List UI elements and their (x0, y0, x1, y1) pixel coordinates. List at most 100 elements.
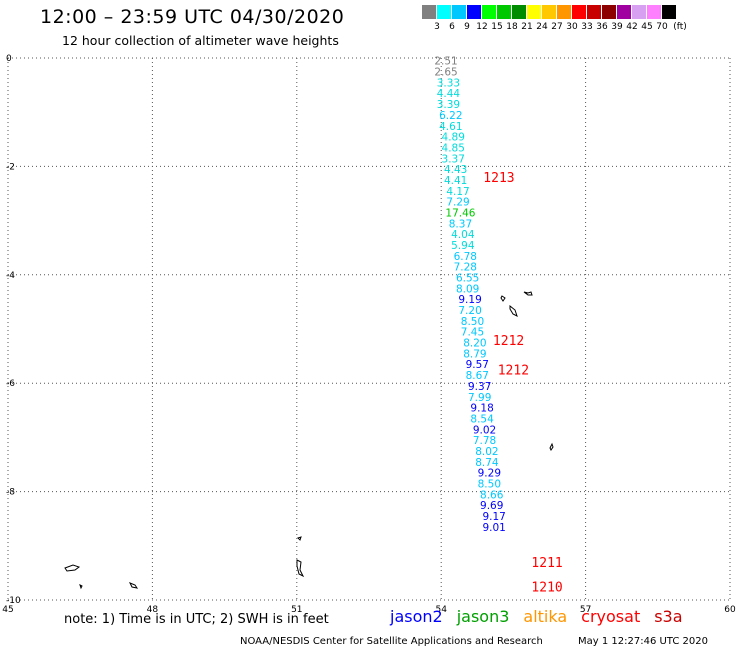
satellite-legend: jason2 jason3 altika cryosat s3a (390, 607, 697, 626)
wave-height-point: 7.20 (458, 305, 481, 317)
scale-unit-label: (ft) (673, 22, 687, 32)
wave-height-point: 3.33 (437, 77, 460, 89)
wave-height-point: 2.51 (434, 56, 457, 68)
scale-label: 36 (596, 22, 608, 32)
wave-height-point: 6.78 (454, 251, 477, 263)
scale-label: 45 (641, 22, 653, 32)
wave-height-point: 9.17 (482, 511, 505, 523)
wave-height-point: 9.01 (482, 522, 505, 534)
wave-height-point: 4.85 (442, 142, 465, 154)
scale-label: 33 (581, 22, 593, 32)
wave-height-point: 4.89 (442, 132, 465, 144)
scale-swatch (437, 5, 452, 19)
wave-height-point: 7.29 (446, 197, 469, 209)
legend-item-jason3: jason3 (456, 607, 510, 626)
units-note: note: 1) Time is in UTC; 2) SWH is in fe… (64, 612, 329, 627)
wave-height-point: 8.09 (456, 283, 479, 295)
wave-height-point: 6.55 (456, 273, 479, 285)
wave-height-point: 8.54 (470, 413, 494, 425)
wave-height-point: 9.69 (480, 500, 503, 512)
island-outline (79, 584, 83, 590)
wave-height-point: 17.46 (445, 207, 475, 219)
scale-swatch (422, 5, 437, 19)
wave-height-point: 7.28 (454, 262, 477, 274)
scale-label: 21 (521, 22, 533, 32)
scale-swatch (542, 5, 557, 19)
wave-height-point: 4.44 (437, 88, 461, 100)
time-annotation: 1211 (531, 556, 562, 571)
generated-timestamp: May 1 12:27:46 UTC 2020 (578, 636, 708, 647)
legend-item-jason2: jason2 (390, 607, 443, 626)
time-annotation: 1212 (493, 334, 524, 349)
x-tick-label: 51 (291, 605, 302, 615)
wave-height-point: 8.67 (466, 370, 489, 382)
y-tick-label: 0 (6, 54, 12, 64)
scale-label: 27 (551, 22, 563, 32)
y-tick-label: -8 (6, 488, 15, 498)
scale-swatch (602, 5, 617, 19)
scale-label: 6 (449, 22, 455, 32)
y-tick-label: -4 (6, 271, 15, 281)
y-tick-label: -10 (6, 596, 21, 606)
wave-height-point: 9.37 (468, 381, 491, 393)
island-outline (128, 582, 139, 589)
scale-label: 24 (536, 22, 548, 32)
island-outline (500, 295, 506, 302)
wave-height-point: 8.50 (461, 316, 484, 328)
scale-swatch (632, 5, 647, 19)
scale-swatch (647, 5, 662, 19)
wave-height-point: 9.29 (478, 468, 501, 480)
wave-height-point: 7.78 (473, 435, 496, 447)
wave-height-point: 8.50 (478, 478, 501, 490)
scale-label: 30 (566, 22, 578, 32)
time-annotation: 1212 (498, 364, 529, 379)
x-tick-label: 60 (724, 605, 736, 615)
legend-item-cryosat: cryosat (581, 607, 641, 626)
wave-height-point: 4.43 (444, 164, 467, 176)
wave-height-point: 6.22 (439, 110, 462, 122)
wave-height-point: 8.20 (463, 338, 486, 350)
scale-swatch (572, 5, 587, 19)
x-tick-label: 45 (2, 605, 13, 615)
scale-label: 3 (434, 22, 440, 32)
chart-subtitle: 12 hour collection of altimeter wave hei… (62, 33, 339, 48)
wave-height-point: 3.39 (437, 99, 460, 111)
island-outline (64, 564, 81, 572)
scale-swatch (557, 5, 572, 19)
wave-height-point: 2.65 (434, 67, 457, 79)
island-outline (297, 536, 302, 541)
wave-height-point: 8.02 (475, 446, 498, 458)
scale-swatch (617, 5, 632, 19)
y-tick-label: -2 (6, 162, 15, 172)
wave-height-point: 9.19 (458, 294, 481, 306)
scale-swatch (467, 5, 482, 19)
scale-label: 18 (506, 22, 518, 32)
scale-swatch (482, 5, 497, 19)
scale-label: 39 (611, 22, 623, 32)
scale-swatch (497, 5, 512, 19)
wave-height-point: 5.94 (451, 240, 475, 252)
wave-height-point: 7.45 (461, 327, 484, 339)
scale-label: 12 (476, 22, 488, 32)
wave-height-point: 9.57 (466, 359, 489, 371)
scale-swatch (662, 5, 677, 19)
scale-label: 42 (626, 22, 638, 32)
wave-height-point: 8.37 (449, 218, 472, 230)
wave-height-point: 9.18 (470, 403, 493, 415)
island-outline (296, 559, 305, 578)
credit-line: NOAA/NESDIS Center for Satellite Applica… (240, 636, 543, 647)
x-tick-label: 57 (580, 605, 591, 615)
scale-swatch (587, 5, 602, 19)
wave-height-point: 7.99 (468, 392, 491, 404)
island-outline (509, 304, 518, 317)
wave-height-point: 9.02 (473, 424, 496, 436)
wave-height-point: 8.66 (480, 489, 504, 501)
legend-item-altika: altika (523, 607, 568, 626)
wave-height-point: 8.79 (463, 348, 486, 360)
wave-height-point: 4.41 (444, 175, 467, 187)
wave-height-point: 3.37 (442, 153, 465, 165)
scale-swatch (527, 5, 542, 19)
wave-height-point: 8.74 (475, 457, 499, 469)
wave-height-point: 4.04 (451, 229, 475, 241)
